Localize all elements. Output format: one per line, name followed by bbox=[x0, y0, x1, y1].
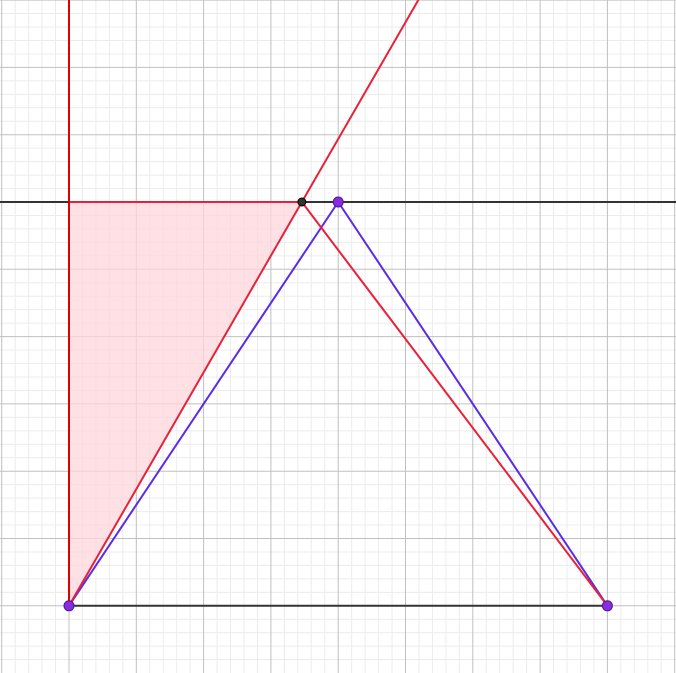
point-B[interactable] bbox=[601, 600, 613, 612]
segment-DB bbox=[301, 201, 609, 607]
point-D[interactable] bbox=[297, 197, 307, 207]
construction-lines bbox=[0, 0, 676, 607]
segment-AC bbox=[68, 201, 340, 607]
point-A[interactable] bbox=[63, 600, 75, 612]
point-C[interactable] bbox=[332, 196, 344, 208]
ray-AD bbox=[68, 0, 420, 607]
construction-points[interactable] bbox=[63, 196, 613, 612]
segment-CB bbox=[337, 201, 609, 607]
